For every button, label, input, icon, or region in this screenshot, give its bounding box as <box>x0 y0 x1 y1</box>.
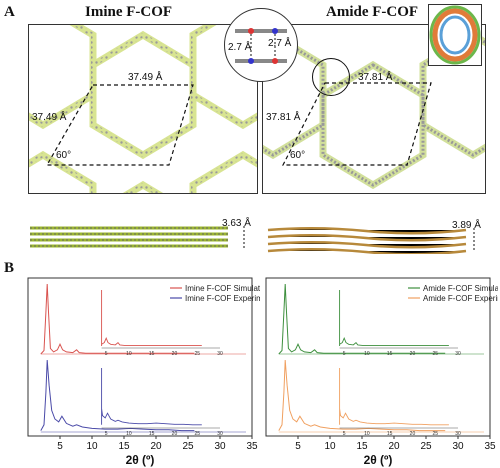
imine-legend-label: Imine F-COF Simulated <box>185 284 260 293</box>
imine-inset-tick-label: 20 <box>172 351 178 357</box>
amide-inset-tick-label: 25 <box>432 351 438 357</box>
imine-inset-tick-label: 30 <box>217 431 223 437</box>
imine-inset-tick-label: 20 <box>172 431 178 437</box>
imine-series-line-0 <box>40 283 195 355</box>
panel-letter-a: A <box>4 4 15 20</box>
pore-inset-image <box>428 4 482 66</box>
amide-stacking-svg <box>267 226 475 256</box>
amide-xtick-label: 5 <box>295 441 301 452</box>
imine-lattice-left: 37.49 Å <box>32 112 67 123</box>
amide-inset-tick-label: 25 <box>432 431 438 437</box>
amide-xtick-label: 25 <box>420 441 432 452</box>
imine-inset-tick-label: 30 <box>217 351 223 357</box>
imine-xtick-label: 20 <box>150 441 162 452</box>
imine-unit-cell <box>45 84 194 166</box>
imine-pxrd-chart: 5 10 15 20 25 30 35 2θ (º) 5 10 15 20 25 30 5 10 15 20 25 3… <box>27 277 260 467</box>
imine-xtick-label: 15 <box>118 441 130 452</box>
amide-legend-label: Amide F-COF Simulated <box>423 284 498 293</box>
hbond-zoom-circle <box>224 8 298 82</box>
zoom-region-circle <box>312 58 350 96</box>
imine-framework-svg <box>29 25 257 193</box>
imine-legend-label: Imine F-COF Experimental <box>185 294 260 303</box>
amide-xtick-label: 30 <box>452 441 464 452</box>
imine-inset-line <box>101 290 202 346</box>
amide-pxrd-chart: 5 10 15 20 25 30 35 2θ (º) 5 10 15 20 25 30 5 10 15 20 25 3… <box>265 277 498 467</box>
amide-xtick-label: 35 <box>484 441 496 452</box>
amide-xtick-label: 20 <box>388 441 400 452</box>
imine-xtick-label: 10 <box>86 441 98 452</box>
amide-inset-tick-label: 10 <box>364 431 370 437</box>
imine-inset-line <box>101 368 202 426</box>
amide-legend-label: Amide F-COF Experimental <box>423 294 498 303</box>
imine-angle: 60° <box>56 150 72 161</box>
amide-stacking-view <box>266 224 482 256</box>
amide-legend: Amide F-COF SimulatedAmide F-COF Experim… <box>408 284 498 303</box>
amide-series-line-1 <box>278 359 446 432</box>
amide-inset-0: 5 10 15 20 25 30 <box>339 290 461 357</box>
imine-stacking-svg <box>30 226 245 248</box>
imine-inset-tick-label: 15 <box>149 431 155 437</box>
amide-series-line-0 <box>278 283 446 355</box>
amide-inset-tick-label: 30 <box>455 351 461 357</box>
imine-inset-tick-label: 25 <box>194 351 200 357</box>
imine-inset-tick-label: 5 <box>105 431 108 437</box>
amide-angle: 60° <box>290 150 306 161</box>
amide-inset-tick-label: 20 <box>410 431 416 437</box>
hbond-zoom-svg <box>235 28 287 64</box>
amide-xtick-label: 10 <box>324 441 336 452</box>
amide-inset-tick-label: 30 <box>455 431 461 437</box>
amide-inset-tick-label: 5 <box>343 351 346 357</box>
imine-stacking-label: 3.63 Å <box>222 218 251 229</box>
imine-inset-tick-label: 5 <box>105 351 108 357</box>
amide-lattice-left: 37.81 Å <box>266 112 301 123</box>
amide-title: Amide F-COF <box>326 4 419 20</box>
amide-plot-frame <box>265 277 491 437</box>
imine-framework-image <box>28 24 258 194</box>
imine-inset-tick-label: 15 <box>149 351 155 357</box>
hbond-right-label: 2.7 Å <box>268 38 292 49</box>
imine-series-line-1 <box>40 359 195 432</box>
imine-lattice-top: 37.49 Å <box>128 72 163 83</box>
imine-legend: Imine F-COF SimulatedImine F-COF Experim… <box>170 284 260 303</box>
imine-inset-0: 5 10 15 20 25 30 <box>101 290 223 357</box>
amide-stacking-label: 3.89 Å <box>452 220 481 231</box>
imine-xlabel: 2θ (º) <box>126 453 155 467</box>
panel-letter-b: B <box>4 260 15 276</box>
imine-xtick-label: 5 <box>57 441 63 452</box>
amide-inset-tick-label: 15 <box>387 431 393 437</box>
amide-inset-tick-label: 5 <box>343 431 346 437</box>
amide-xlabel: 2θ (º) <box>364 453 393 467</box>
imine-plot-frame <box>27 277 253 437</box>
amide-inset-tick-label: 10 <box>364 351 370 357</box>
amide-unit-cell <box>282 82 432 166</box>
imine-inset-1: 5 10 15 20 25 30 <box>101 368 223 437</box>
imine-xtick-label: 30 <box>214 441 226 452</box>
imine-inset-tick-label: 25 <box>194 431 200 437</box>
imine-stacking-view <box>28 222 254 252</box>
imine-inset-tick-label: 10 <box>126 351 132 357</box>
amide-xtick-label: 15 <box>356 441 368 452</box>
amide-inset-line <box>339 368 449 426</box>
amide-lattice-top: 37.81 Å <box>358 72 393 83</box>
imine-title: Imine F-COF <box>85 4 173 20</box>
pore-inset-svg <box>429 5 481 65</box>
imine-xtick-label: 35 <box>246 441 258 452</box>
hbond-left-label: 2.7 Å <box>228 42 252 53</box>
amide-inset-line <box>339 290 449 346</box>
amide-inset-1: 5 10 15 20 25 30 <box>339 368 461 437</box>
imine-inset-tick-label: 10 <box>126 431 132 437</box>
amide-inset-tick-label: 15 <box>387 351 393 357</box>
amide-inset-tick-label: 20 <box>410 351 416 357</box>
imine-xtick-label: 25 <box>182 441 194 452</box>
